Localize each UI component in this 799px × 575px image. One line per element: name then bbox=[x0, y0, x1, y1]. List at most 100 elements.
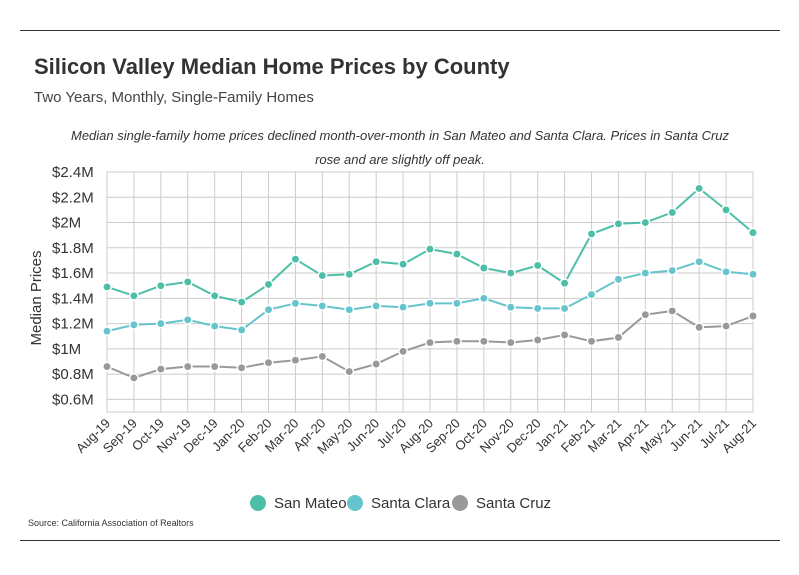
series-group bbox=[102, 183, 758, 383]
data-point-san-mateo bbox=[613, 218, 624, 229]
data-point-san-mateo bbox=[425, 244, 435, 255]
data-point-santa-cruz bbox=[209, 361, 220, 372]
data-point-santa-cruz bbox=[532, 335, 543, 345]
data-point-santa-cruz bbox=[694, 322, 705, 333]
x-axis-ticks: Aug-19Sep-19Oct-19Nov-19Dec-19Jan-20Feb-… bbox=[73, 416, 759, 457]
legend-label-santa-cruz: Santa Cruz bbox=[476, 495, 551, 512]
data-point-santa-cruz bbox=[505, 337, 516, 348]
data-point-san-mateo bbox=[505, 268, 516, 279]
data-point-santa-clara bbox=[505, 302, 516, 313]
y-tick-label: $2.2M bbox=[52, 189, 94, 206]
data-point-santa-cruz bbox=[478, 336, 489, 347]
data-point-san-mateo bbox=[667, 207, 678, 218]
data-point-santa-cruz bbox=[236, 362, 247, 373]
legend-swatch-san-mateo bbox=[250, 495, 266, 511]
data-point-santa-clara bbox=[236, 324, 247, 335]
data-point-santa-clara bbox=[317, 300, 328, 311]
source-note: Source: California Association of Realto… bbox=[28, 518, 194, 528]
data-point-santa-cruz bbox=[667, 305, 678, 316]
data-point-santa-clara bbox=[478, 293, 489, 304]
data-point-santa-clara bbox=[128, 319, 139, 330]
data-point-santa-clara bbox=[640, 268, 651, 279]
data-point-santa-cruz bbox=[263, 357, 274, 368]
data-point-santa-clara bbox=[263, 304, 274, 315]
data-point-san-mateo bbox=[290, 254, 301, 265]
data-point-santa-clara bbox=[398, 302, 409, 313]
y-tick-label: $1.4M bbox=[52, 290, 94, 307]
data-point-san-mateo bbox=[263, 279, 274, 290]
y-tick-label: $1M bbox=[52, 341, 81, 358]
data-point-santa-clara bbox=[155, 318, 166, 329]
data-point-san-mateo bbox=[478, 263, 489, 273]
data-point-santa-clara bbox=[371, 300, 382, 311]
data-point-santa-cruz bbox=[182, 361, 193, 372]
data-point-santa-clara bbox=[694, 256, 705, 267]
data-point-santa-cruz bbox=[586, 336, 597, 347]
legend-label-santa-clara: Santa Clara bbox=[371, 495, 451, 512]
data-point-santa-clara bbox=[559, 303, 570, 314]
data-point-san-mateo bbox=[694, 183, 705, 194]
bottom-rule bbox=[20, 540, 780, 541]
data-point-san-mateo bbox=[748, 227, 758, 238]
y-tick-label: $1.2M bbox=[52, 316, 94, 333]
data-point-santa-clara bbox=[102, 326, 112, 337]
data-point-san-mateo bbox=[398, 259, 409, 270]
data-point-santa-clara bbox=[209, 321, 220, 332]
y-tick-label: $2.4M bbox=[52, 164, 94, 181]
data-point-santa-cruz bbox=[640, 309, 651, 320]
y-axis-ticks: $0.6M $0.8M $1M $1.2M $1.4M $1.6M $1.8M $2M $2.2… bbox=[52, 164, 94, 408]
data-point-santa-cruz bbox=[451, 336, 462, 347]
data-point-san-mateo bbox=[209, 290, 220, 301]
legend-label-san-mateo: San Mateo bbox=[274, 495, 347, 512]
data-point-santa-clara bbox=[290, 298, 301, 309]
data-point-santa-cruz bbox=[155, 364, 166, 375]
y-tick-label: $0.6M bbox=[52, 391, 94, 408]
data-point-san-mateo bbox=[451, 249, 462, 260]
data-point-san-mateo bbox=[317, 270, 328, 281]
y-tick-label: $1.6M bbox=[52, 265, 94, 282]
data-point-san-mateo bbox=[532, 260, 543, 271]
data-point-san-mateo bbox=[102, 281, 112, 292]
data-point-san-mateo bbox=[182, 276, 193, 287]
chart-subtitle: Two Years, Monthly, Single-Family Homes bbox=[34, 89, 314, 106]
data-point-santa-clara bbox=[532, 303, 543, 314]
y-tick-label: $2M bbox=[52, 215, 81, 232]
data-point-santa-cruz bbox=[721, 321, 732, 332]
legend-swatch-santa-cruz bbox=[452, 495, 468, 511]
data-point-santa-clara bbox=[613, 274, 624, 285]
chart-title: Silicon Valley Median Home Prices by Cou… bbox=[34, 54, 510, 79]
top-rule bbox=[20, 30, 780, 31]
data-point-santa-cruz bbox=[128, 372, 139, 383]
data-point-santa-clara bbox=[721, 266, 732, 277]
data-point-santa-cruz bbox=[102, 361, 112, 372]
data-point-san-mateo bbox=[559, 278, 570, 289]
data-point-santa-clara bbox=[667, 265, 678, 276]
chart-annotation: Median single-family home prices decline… bbox=[70, 128, 730, 167]
data-point-san-mateo bbox=[155, 280, 166, 291]
data-point-san-mateo bbox=[640, 217, 651, 228]
data-point-san-mateo bbox=[344, 269, 355, 280]
data-point-santa-cruz bbox=[613, 332, 624, 343]
legend-swatch-santa-clara bbox=[347, 495, 363, 511]
data-point-santa-clara bbox=[182, 314, 193, 325]
data-point-santa-cruz bbox=[748, 311, 758, 321]
data-point-santa-cruz bbox=[317, 351, 328, 362]
data-point-santa-cruz bbox=[425, 337, 435, 348]
y-tick-label: $0.8M bbox=[52, 366, 94, 383]
data-point-santa-cruz bbox=[344, 366, 355, 377]
data-point-san-mateo bbox=[128, 290, 139, 301]
data-point-santa-cruz bbox=[371, 359, 382, 369]
data-point-san-mateo bbox=[721, 204, 732, 215]
y-tick-label: $1.8M bbox=[52, 240, 94, 257]
data-point-santa-cruz bbox=[398, 346, 409, 357]
y-axis-label: Median Prices bbox=[28, 250, 45, 345]
data-point-santa-cruz bbox=[559, 329, 570, 340]
legend: San Mateo Santa Clara Santa Cruz bbox=[250, 495, 551, 512]
data-point-san-mateo bbox=[371, 256, 382, 267]
data-point-santa-clara bbox=[451, 298, 462, 309]
data-point-santa-clara bbox=[748, 269, 758, 280]
data-point-santa-cruz bbox=[290, 355, 301, 366]
data-point-santa-clara bbox=[586, 289, 597, 300]
chart-grid bbox=[106, 171, 754, 413]
